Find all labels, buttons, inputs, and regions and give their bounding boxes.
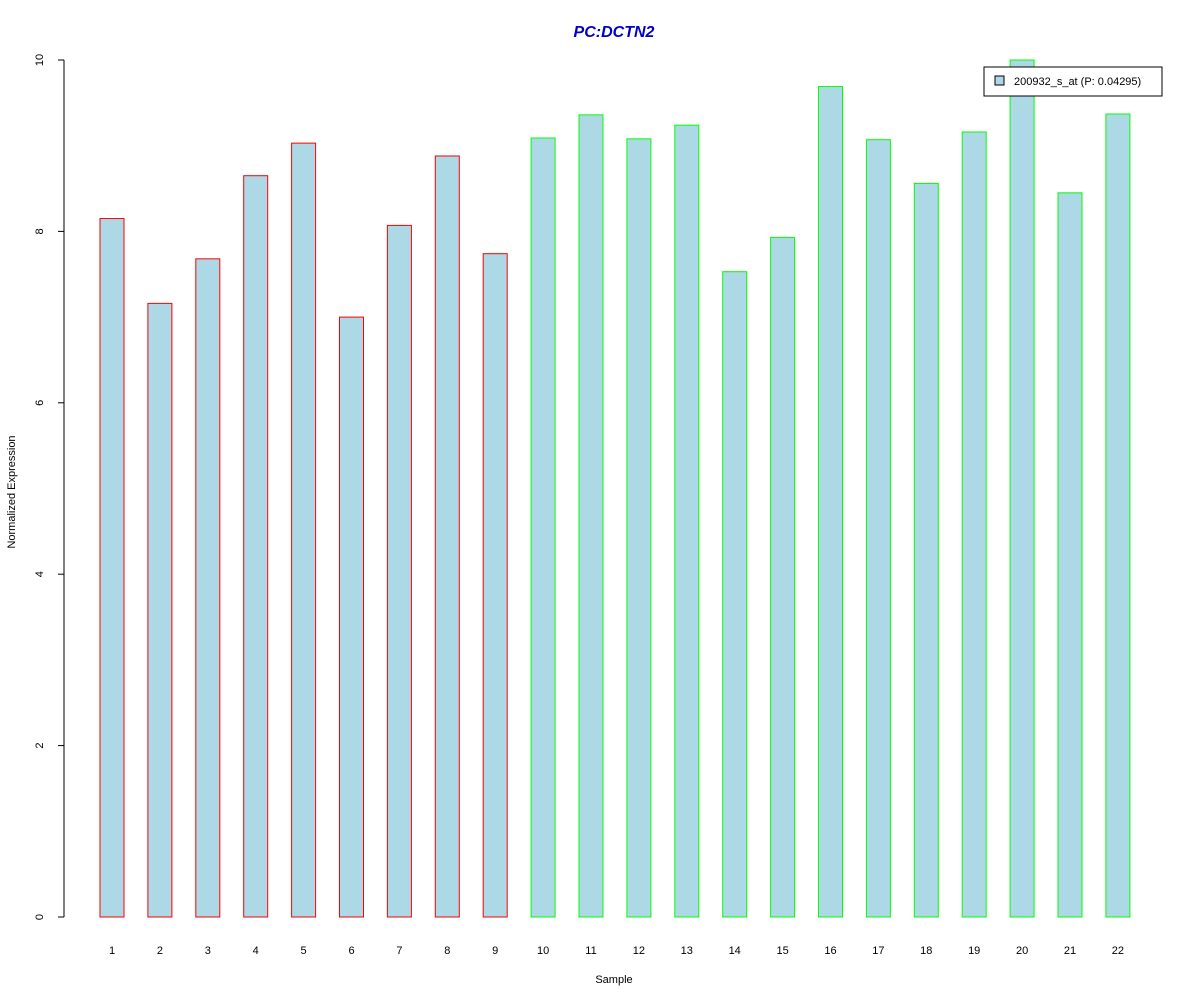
y-axis-title: Normalized Expression (6, 435, 18, 548)
x-tick-label: 20 (1016, 945, 1028, 957)
y-tick-label: 0 (34, 914, 46, 920)
bar-sample-2 (147, 302, 173, 918)
x-tick-label: 16 (824, 945, 836, 957)
legend: 200932_s_at (P: 0.04295) (983, 66, 1163, 97)
legend-label: 200932_s_at (P: 0.04295) (1014, 76, 1141, 88)
bar-sample-10 (530, 137, 556, 918)
bar-sample-17 (865, 139, 891, 918)
x-tick-label: 9 (492, 945, 498, 957)
x-tick-label: 17 (872, 945, 884, 957)
bar-sample-16 (818, 86, 843, 918)
bar-sample-9 (482, 253, 508, 918)
x-tick-label: 12 (633, 945, 645, 957)
x-tick-label: 1 (109, 945, 115, 957)
bar-sample-20 (1009, 59, 1035, 918)
y-tick-label: 10 (34, 54, 46, 66)
bar-sample-15 (770, 236, 796, 918)
x-tick-label: 13 (681, 945, 693, 957)
x-tick-label: 22 (1112, 945, 1124, 957)
bar-sample-13 (674, 124, 700, 918)
bar-sample-8 (434, 155, 460, 918)
y-tick-label: 2 (34, 743, 46, 749)
bars-group (99, 59, 1131, 918)
x-tick-label: 6 (348, 945, 354, 957)
bar-sample-14 (722, 271, 748, 918)
x-tick-label: 7 (396, 945, 402, 957)
bar-sample-18 (913, 182, 939, 918)
bar-sample-12 (626, 138, 652, 918)
x-tick-label: 8 (444, 945, 450, 957)
x-tick-label: 14 (729, 945, 741, 957)
bar-sample-5 (291, 142, 317, 918)
x-tick-label: 11 (585, 945, 596, 957)
bar-sample-7 (386, 224, 412, 918)
bar-sample-6 (339, 316, 364, 918)
y-tick-label: 8 (34, 228, 46, 234)
x-tick-label: 18 (920, 945, 932, 957)
x-tick-label: 4 (253, 945, 259, 957)
x-tick-label: 19 (968, 945, 980, 957)
x-tick-labels: 1 2 3 4 5 6 7 8 9 10 11 12 13 14 15 16 17 18 19 20 21 22 (109, 945, 1124, 957)
legend-swatch (994, 75, 1005, 86)
legend-box (983, 66, 1163, 97)
bar-sample-1 (99, 218, 125, 918)
bar-sample-3 (195, 258, 221, 918)
x-tick-label: 21 (1064, 945, 1076, 957)
bar-sample-21 (1057, 192, 1083, 918)
y-tick-label: 4 (34, 571, 46, 577)
bar-sample-19 (961, 131, 987, 918)
bar-sample-11 (578, 114, 604, 918)
x-axis-title: Sample (595, 974, 632, 986)
x-tick-label: 2 (157, 945, 163, 957)
chart-title: PC:DCTN2 (574, 24, 655, 41)
y-tick-label: 6 (34, 400, 46, 406)
x-tick-label: 5 (301, 945, 307, 957)
bar-sample-22 (1105, 113, 1131, 918)
y-axis: 0 2 4 6 8 10 (34, 54, 65, 920)
x-tick-label: 15 (776, 945, 788, 957)
x-tick-label: 3 (205, 945, 211, 957)
x-tick-label: 10 (537, 945, 549, 957)
bar-sample-4 (243, 175, 269, 918)
